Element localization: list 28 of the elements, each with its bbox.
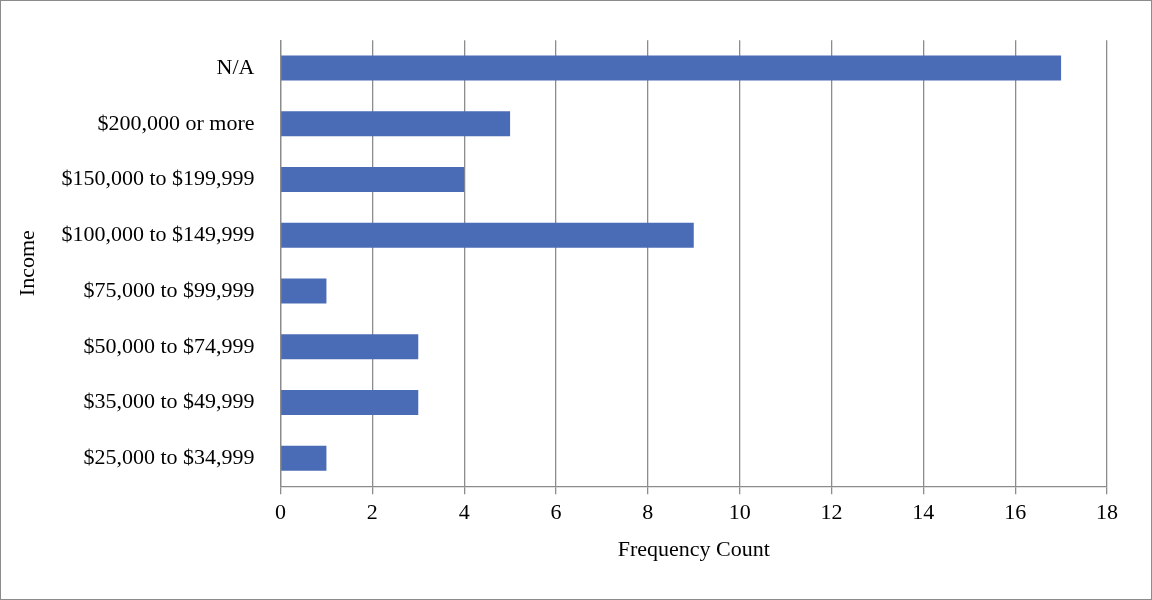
x-tick-label: 16 [1004, 499, 1027, 525]
x-tick-label: 4 [458, 499, 470, 525]
bar [281, 111, 511, 137]
y-tick-label: $35,000 to $49,999 [83, 388, 255, 414]
x-tick-label: 6 [550, 499, 562, 525]
x-tick-label: 2 [366, 499, 378, 525]
x-tick-label: 8 [642, 499, 654, 525]
y-tick-label: $150,000 to $199,999 [61, 165, 255, 191]
x-tick-label: 0 [275, 499, 287, 525]
y-axis-title: Income [13, 230, 39, 297]
bar [281, 445, 327, 471]
y-tick-label: $50,000 to $74,999 [83, 332, 255, 358]
x-tick-label: 18 [1096, 499, 1118, 525]
y-tick-label: $200,000 or more [97, 109, 255, 135]
x-tick-label: 12 [820, 499, 843, 525]
bar [281, 390, 419, 416]
x-tick-label: 10 [728, 499, 751, 525]
bar [281, 167, 465, 193]
bar [281, 278, 327, 304]
y-tick-label: $75,000 to $99,999 [83, 276, 255, 302]
bar [281, 334, 419, 360]
x-tick-label: 14 [912, 499, 935, 525]
y-tick-label: N/A [216, 53, 255, 79]
y-tick-label: $100,000 to $149,999 [61, 221, 255, 247]
x-axis-title: Frequency Count [617, 535, 770, 561]
bar [281, 55, 1062, 81]
bar [281, 222, 694, 248]
y-tick-label: $25,000 to $34,999 [83, 444, 255, 470]
